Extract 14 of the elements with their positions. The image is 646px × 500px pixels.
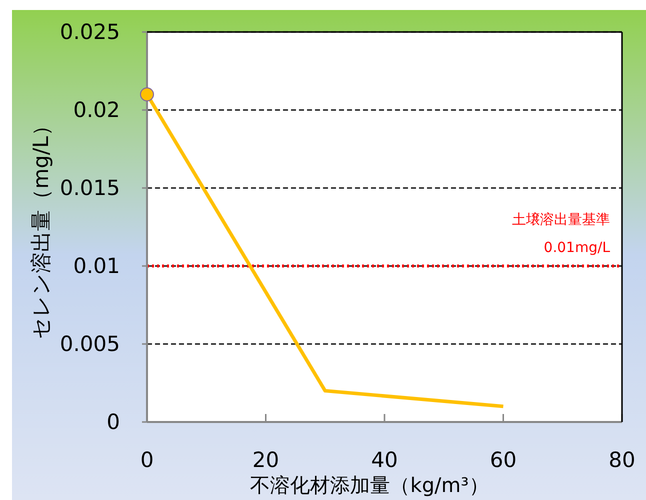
x-tick-label: 40: [371, 448, 398, 472]
x-axis-title: 不溶化材添加量（kg/m³）: [250, 473, 489, 497]
y-tick-label: 0.01: [73, 254, 120, 278]
y-tick-label: 0: [106, 410, 120, 434]
x-tick-label: 60: [490, 448, 517, 472]
x-tick-label: 20: [252, 448, 280, 472]
y-tick-label: 0.02: [73, 98, 120, 122]
y-axis-title: セレン溶出量（mg/L）: [29, 115, 53, 339]
ref-line-label: 土壌溶出量基準 0.01mg/L: [512, 212, 610, 256]
x-tick-label: 80: [608, 448, 636, 472]
y-tick-label: 0.025: [60, 20, 120, 44]
x-tick-label: 0: [140, 448, 154, 472]
y-tick-label: 0.015: [60, 176, 120, 200]
y-tick-label: 0.005: [60, 332, 120, 356]
